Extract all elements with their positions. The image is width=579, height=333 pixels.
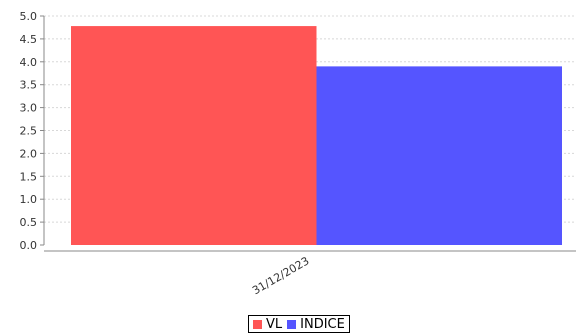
bar-indice [316, 66, 562, 245]
y-tick-label: 3.0 [20, 102, 38, 115]
y-tick-label: 0.0 [20, 239, 38, 252]
legend: VL INDICE [248, 315, 350, 333]
y-tick-label: 3.5 [20, 79, 38, 92]
legend-item-indice: INDICE [287, 317, 345, 332]
legend-swatch [287, 319, 297, 329]
y-tick-label: 2.5 [20, 125, 38, 138]
bars [71, 26, 562, 245]
y-tick-label: 1.5 [20, 170, 38, 183]
y-tick-label: 2.0 [20, 147, 38, 160]
x-tick-label: 31/12/2023 [250, 254, 311, 297]
y-tick-label: 5.0 [20, 10, 38, 23]
bar-chart: 0.0 0.5 1.0 1.5 2.0 2.5 3.0 3.5 4.0 4.5 5.0 31/12/… [20, 10, 576, 297]
y-tick-label: 0.5 [20, 216, 38, 229]
legend-item-vl: VL [253, 317, 282, 332]
y-axis: 0.0 0.5 1.0 1.5 2.0 2.5 3.0 3.5 4.0 4.5 5.0 [20, 10, 45, 252]
bar-vl [71, 26, 317, 245]
x-axis: 31/12/2023 [44, 250, 576, 297]
y-tick-label: 1.0 [20, 193, 38, 206]
legend-swatch [253, 319, 262, 329]
y-tick-label: 4.5 [20, 33, 38, 46]
y-tick-label: 4.0 [20, 56, 38, 69]
legend-label: VL [266, 316, 283, 332]
legend-label: INDICE [300, 316, 345, 332]
